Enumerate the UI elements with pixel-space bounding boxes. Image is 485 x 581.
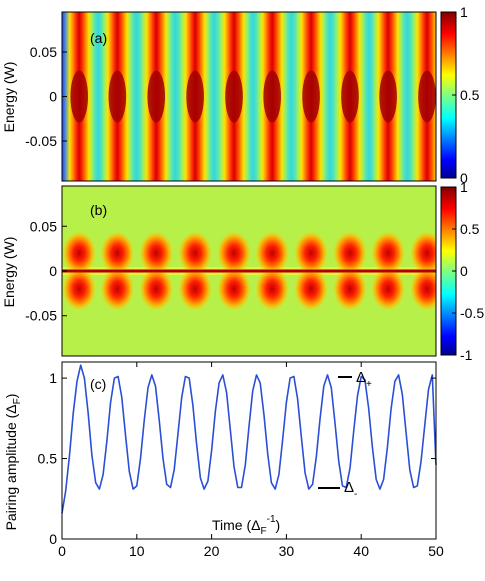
- panel-b-blob-upper: [255, 231, 290, 276]
- delta-minus-annotation: Δ-: [318, 479, 357, 500]
- panel-a-colorbar-tick-label: 1: [460, 4, 468, 20]
- panel-b-blob-upper: [100, 231, 135, 276]
- panel-c-plot-area: [62, 362, 436, 539]
- panel-b-blob-lower: [100, 266, 135, 311]
- panel-b-blob-upper: [178, 231, 213, 276]
- panel-a-stripe-core: [379, 70, 397, 123]
- panel-a-label: (a): [90, 30, 107, 46]
- panel-b-blob-lower: [410, 266, 436, 311]
- panel-b-colorbar-tick-label: -1: [460, 347, 473, 363]
- panel-c-ytick-label: 0: [49, 531, 57, 547]
- panel-a-stripe-core: [263, 70, 282, 123]
- panel-c-xtick-label: 50: [428, 543, 444, 559]
- panel-a-stripe-core: [341, 70, 359, 123]
- panel-a-heatmap: [62, 12, 436, 181]
- panel-b-blob-lower: [217, 266, 252, 311]
- panel-c-xtick-label: 30: [279, 543, 295, 559]
- panel-b-blob-upper: [294, 231, 329, 276]
- panel-b-blob-lower: [255, 266, 290, 311]
- panel-a-ylabel: Energy (W): [1, 62, 17, 133]
- panel-b-blob-lower: [332, 266, 367, 311]
- panel-b-blob-lower: [371, 266, 406, 311]
- panel-b-colorbar-tick-label: 0.5: [460, 221, 480, 237]
- panel-a-stripe-core: [108, 70, 127, 123]
- panel-a-ytick-label: 0.05: [30, 44, 57, 60]
- panel-c-ytick-label: 1: [49, 370, 57, 386]
- panel-c-xtick-label: 20: [204, 543, 220, 559]
- panel-c-frame: [61, 361, 437, 540]
- panel-b-blob-lower: [294, 266, 329, 311]
- panel-b-blob-upper: [332, 231, 367, 276]
- panel-b-colorbar-tick-label: -0.5: [460, 305, 484, 321]
- panel-b-ylabel: Energy (W): [1, 237, 17, 308]
- panel-a-stripe-core: [225, 70, 243, 123]
- panel-b-blob-upper: [410, 231, 436, 276]
- panel-a-stripe-core: [186, 70, 204, 123]
- panel-b-ytick-label: 0.05: [30, 218, 57, 234]
- panel-b-blob-upper: [62, 231, 97, 276]
- panel-a-ytick-label: 0: [49, 89, 57, 105]
- panel-a-stripe-core: [147, 70, 166, 123]
- panel-b-blob-upper: [371, 231, 406, 276]
- panel-a-stripe-core: [418, 70, 436, 123]
- panel-b-heatmap: [62, 186, 436, 356]
- panel-a-stripe-core: [302, 70, 320, 123]
- panel-b-colorbar-tick-label: 0: [460, 263, 468, 279]
- panel-a-stripe-core: [70, 70, 89, 123]
- panel-c-label: (c): [90, 376, 106, 392]
- panel-b-blob-lower: [139, 266, 174, 311]
- delta-plus-annotation: Δ+: [338, 369, 372, 390]
- panel-c-ylabel: Pairing amplitude (ΔF): [3, 394, 23, 531]
- panel-a-colorbar-tick-label: 0.5: [460, 87, 480, 103]
- panel-b-label: (b): [90, 202, 107, 218]
- panel-c-line-plot: [61, 362, 437, 539]
- panel-b-blob-upper: [217, 231, 252, 276]
- panel-b-colorbar-tick-label: 1: [460, 179, 468, 195]
- pairing-amplitude-line: [61, 364, 437, 514]
- panel-c-xtick-label: 0: [58, 543, 66, 559]
- panel-c-xtick-label: 40: [353, 543, 369, 559]
- panel-b-blob-lower: [178, 266, 213, 311]
- svg-text:Δ+: Δ+: [356, 369, 372, 390]
- panel-a-ytick-label: -0.05: [25, 133, 57, 149]
- panel-c-xlabel: Time (ΔF-1): [212, 514, 280, 537]
- panel-a-colorbar-tick-label: 0: [460, 170, 468, 186]
- panel-b-ytick-label: -0.05: [25, 308, 57, 324]
- panel-b-blob-lower: [62, 266, 97, 311]
- panel-c-xtick-label: 10: [129, 543, 145, 559]
- panel-c-ytick-label: 0.5: [38, 451, 58, 467]
- panel-b-ytick-label: 0: [49, 263, 57, 279]
- panel-b-blob-upper: [139, 231, 174, 276]
- svg-text:Δ-: Δ-: [344, 479, 357, 500]
